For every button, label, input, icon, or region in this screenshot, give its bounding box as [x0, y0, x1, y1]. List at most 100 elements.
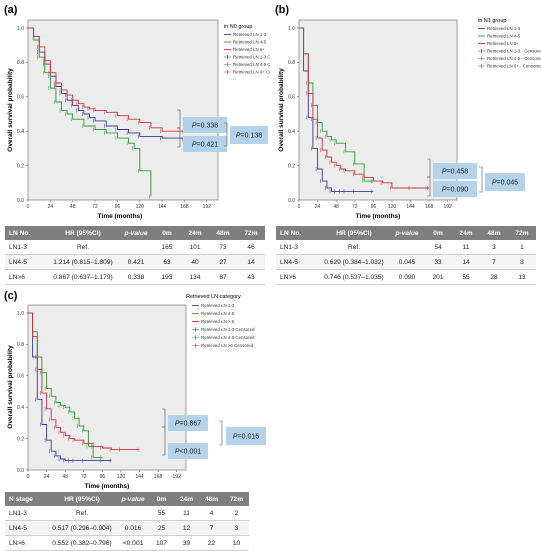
x-tick-label: 0 — [298, 204, 301, 210]
table-cell: 33 — [424, 254, 452, 270]
x-tick-label: 48 — [62, 474, 68, 480]
p-value-label: P=0.867 — [175, 421, 201, 428]
table-cell: 107 — [149, 535, 174, 551]
column-header: HR (95%CI) — [47, 226, 119, 240]
column-header: 24m — [181, 226, 209, 240]
y-tick-label: 0.0 — [17, 468, 24, 474]
legend-label: Retrieved LN 4-5 — [487, 34, 521, 39]
x-tick-label: 72 — [352, 204, 358, 210]
table-cell: 2 — [224, 506, 249, 521]
panel-letter: (a) — [4, 4, 18, 16]
table-cell: 46 — [237, 240, 265, 255]
table-cell: Ref. — [47, 240, 119, 255]
legend-label: Retrieved LN 6+ Censored — [233, 70, 270, 75]
table-cell: 43 — [237, 269, 265, 285]
table-header-row: LN No. HR (95%CI) p-value 0m 24m 48m 72m — [276, 226, 536, 240]
column-header: p-value — [390, 226, 424, 240]
y-tick-label: 0.6 — [17, 95, 24, 101]
table-row: LN>6 0.746 (0.537–1.035) 0.090 201 55 28… — [276, 269, 536, 285]
legend-label: Retrieved LN 4-5 — [233, 40, 267, 45]
legend-label: Retrieved LN 1-3 Censored — [201, 327, 255, 332]
column-header: 0m — [149, 492, 174, 506]
table-cell: 55 — [149, 506, 174, 521]
y-tick-label: 0.2 — [288, 163, 295, 169]
x-tick-label: 120 — [388, 204, 397, 210]
bracket — [479, 166, 483, 193]
x-tick-label: 24 — [44, 474, 50, 480]
survival-curve-2 — [28, 312, 103, 458]
y-tick-label: 0.0 — [17, 198, 24, 204]
column-header: LN No. — [5, 226, 47, 240]
table-cell: 0.090 — [390, 269, 424, 285]
panel-letter: (b) — [275, 4, 289, 16]
table-row: LN4-5 0.517 (0.296–0.904) 0.016 25 12 7 … — [5, 520, 249, 536]
legend-header: in N1 group — [478, 18, 506, 24]
table-cell: 14 — [237, 254, 265, 270]
table-cell: 4 — [199, 506, 224, 521]
table-cell: 201 — [424, 269, 452, 285]
km-curves: 0.0 0.2 0.4 0.6 0.8 1.0 0 24 48 72 96 120 144 168 192 R… — [17, 303, 266, 480]
table-cell: 12 — [174, 520, 199, 536]
x-tick-label: 144 — [406, 204, 415, 210]
y-tick-label: 0.6 — [288, 95, 295, 101]
y-tick-label: 0.2 — [17, 436, 24, 442]
y-axis-label: Overall survival probability — [7, 345, 14, 429]
table-cell: 165 — [153, 240, 181, 255]
y-tick-label: 0.8 — [17, 342, 24, 348]
table-cell: 73 — [209, 240, 237, 255]
table-row: LN4-5 1.214 (0.815–1.809) 0.421 63 40 27… — [5, 254, 265, 270]
p-value-label: P=0.090 — [442, 187, 468, 194]
x-tick-label: 120 — [117, 474, 126, 480]
column-header: 24m — [452, 226, 480, 240]
table-cell: 3 — [508, 254, 536, 270]
table-cell: 7 — [480, 254, 508, 270]
legend-label: Retrieved LN 4-5 Censored — [201, 335, 255, 340]
survival-curve-3 — [299, 27, 430, 189]
table-cell: 0.421 — [119, 254, 153, 270]
legend-label: Retrieved LN 1-3 Censored — [233, 55, 270, 60]
table-cell: 87 — [209, 269, 237, 285]
legend-label: Retrieved LN 4-5 Censored — [233, 62, 270, 67]
p-value-box — [183, 136, 227, 152]
column-header: N stage — [5, 492, 47, 506]
p-value-box — [230, 126, 268, 144]
x-tick-label: 0 — [27, 204, 30, 210]
legend-label: Retrieved LN 6+ - Censored — [487, 64, 541, 69]
y-axis-label: Overall survival probability — [278, 68, 285, 152]
p-value-label: P=0.458 — [442, 169, 468, 176]
survival-curve-3 — [28, 27, 202, 132]
table-cell: <0.001 — [117, 535, 149, 551]
y-tick-label: 1.0 — [288, 26, 295, 32]
column-header: 0m — [424, 226, 452, 240]
plot-area — [27, 304, 187, 471]
legend-label: Retrieved LN >6 Censored — [201, 343, 254, 348]
x-tick-label: 120 — [136, 204, 145, 210]
table-row: LN4-5 0.629 (0.384–1.032) 0.045 33 14 7 … — [276, 254, 536, 270]
x-tick-label: 144 — [158, 204, 167, 210]
legend-label: Retrieved LN 1-3 — [233, 32, 267, 37]
table-cell: LN1-3 — [5, 506, 47, 521]
x-tick-label: 48 — [333, 204, 339, 210]
table-cell: 10 — [224, 535, 249, 551]
x-tick-label: 96 — [371, 204, 377, 210]
column-header: HR (95%CI) — [47, 492, 117, 506]
km-curves: 0.0 0.2 0.4 0.6 0.8 1.0 0 24 48 72 96 120 144 168 192 R… — [17, 26, 270, 210]
p-value-label: P=0.045 — [492, 180, 518, 187]
table-cell — [390, 240, 424, 255]
column-header: 72m — [237, 226, 265, 240]
x-axis-label: Time (months) — [356, 213, 401, 220]
column-header: 72m — [224, 492, 249, 506]
table-cell — [119, 240, 153, 255]
p-value-label: P=0.138 — [236, 133, 262, 140]
table-cell — [117, 506, 149, 521]
p-value-label: P=0.421 — [192, 142, 218, 149]
column-header: 48m — [480, 226, 508, 240]
table-row: LN1-3 Ref. 54 11 3 1 — [276, 240, 536, 255]
legend-label: Retrieved LN 1-3 - Censored — [487, 49, 541, 54]
table-row: LN1-3 Ref. 165 101 73 46 — [5, 240, 265, 255]
survival-curve-1 — [28, 27, 196, 141]
table-cell: 3 — [480, 240, 508, 255]
legend-label: Retrieved LN 6+ — [233, 47, 265, 52]
x-tick-label: 192 — [444, 204, 453, 210]
panel-c-chart: (c) Retrieved LN category Overall surviv… — [4, 290, 266, 490]
